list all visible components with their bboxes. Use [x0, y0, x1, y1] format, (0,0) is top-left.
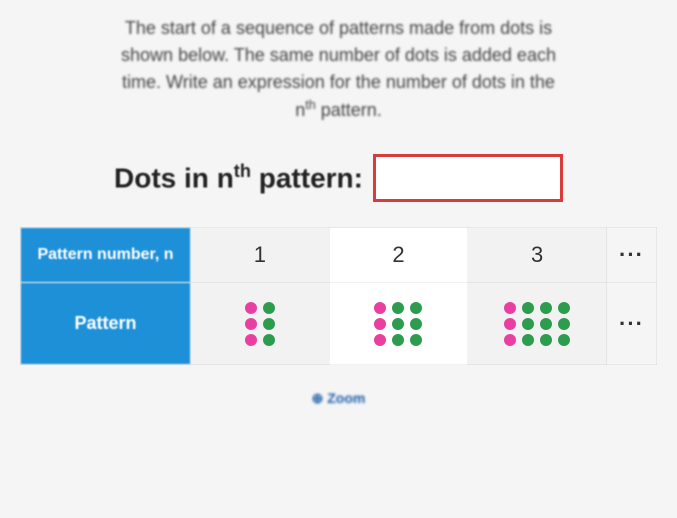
table-cell-pattern: [468, 283, 607, 365]
dot-column: [392, 302, 404, 346]
green-dot: [522, 334, 534, 346]
row-header-numbers: Pattern number, n: [21, 228, 191, 283]
table-cell-number: 3: [468, 228, 607, 283]
pink-dot: [374, 318, 386, 330]
dot-column: [504, 302, 516, 346]
answer-input[interactable]: [373, 154, 563, 202]
green-dot: [540, 302, 552, 314]
pink-dot: [245, 302, 257, 314]
green-dot: [558, 302, 570, 314]
pink-dot: [504, 302, 516, 314]
table-cell-pattern: [191, 283, 330, 365]
dot-column: [245, 302, 257, 346]
pink-dot: [374, 334, 386, 346]
table-cell-pattern: [329, 283, 468, 365]
table-cell-ellipsis: ···: [607, 228, 657, 283]
table-cell-number: 2: [329, 228, 468, 283]
green-dot: [392, 318, 404, 330]
answer-label: Dots in nth pattern:: [114, 161, 363, 194]
table-row: Pattern number, n 1 2 3 ···: [21, 228, 657, 283]
dot-column: [522, 302, 534, 346]
pink-dot: [504, 318, 516, 330]
table-row: Pattern ···: [21, 283, 657, 365]
green-dot: [392, 302, 404, 314]
green-dot: [540, 318, 552, 330]
green-dot: [263, 318, 275, 330]
green-dot: [410, 302, 422, 314]
answer-row: Dots in nth pattern:: [20, 154, 657, 202]
dot-column: [558, 302, 570, 346]
dot-column: [410, 302, 422, 346]
green-dot: [540, 334, 552, 346]
green-dot: [263, 334, 275, 346]
green-dot: [522, 318, 534, 330]
green-dot: [410, 334, 422, 346]
pink-dot: [245, 334, 257, 346]
pink-dot: [245, 318, 257, 330]
green-dot: [263, 302, 275, 314]
row-header-pattern: Pattern: [21, 283, 191, 365]
dots-group: [504, 302, 570, 346]
question-text: The start of a sequence of patterns made…: [20, 15, 657, 124]
dot-column: [540, 302, 552, 346]
dots-group: [374, 302, 422, 346]
green-dot: [522, 302, 534, 314]
pattern-table: Pattern number, n 1 2 3 ··· Pattern ···: [20, 227, 657, 365]
pink-dot: [504, 334, 516, 346]
green-dot: [558, 318, 570, 330]
table-cell-number: 1: [191, 228, 330, 283]
table-cell-ellipsis: ···: [607, 283, 657, 365]
zoom-link[interactable]: ⊕ Zoom: [20, 390, 657, 407]
pink-dot: [374, 302, 386, 314]
dot-column: [374, 302, 386, 346]
dot-column: [263, 302, 275, 346]
green-dot: [410, 318, 422, 330]
green-dot: [558, 334, 570, 346]
dots-group: [245, 302, 275, 346]
green-dot: [392, 334, 404, 346]
